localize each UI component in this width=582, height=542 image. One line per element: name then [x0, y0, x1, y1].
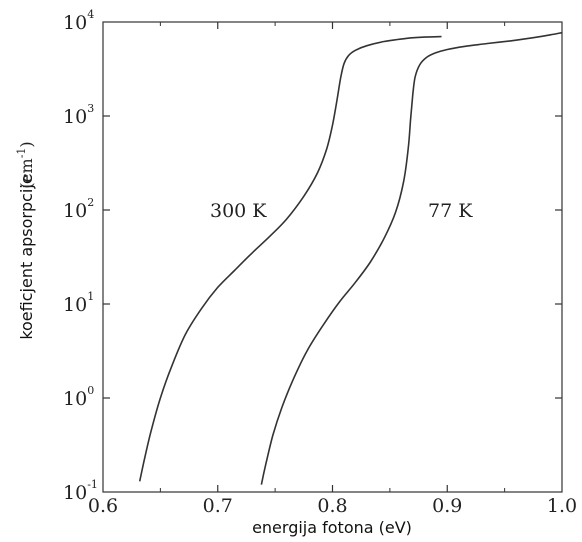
y-axis-title-group: koeficjent apsorpcije	[17, 174, 36, 339]
curve-label-77k: 77 K	[428, 200, 473, 222]
curve-300k	[138, 35, 442, 482]
y-ticks: 10-1 100 101 102 103 104	[63, 8, 562, 504]
x-axis-title: energija fotona (eV)	[252, 518, 412, 537]
y-axis-unit-close: )	[17, 141, 36, 147]
plot-frame	[102, 21, 563, 493]
y-tick-label: 103	[63, 102, 94, 128]
curve-label-300k: 300 K	[210, 200, 267, 222]
y-tick-label: 102	[63, 196, 94, 222]
y-axis-unit-group: (cm-1)	[15, 141, 36, 188]
curve-77k	[260, 31, 563, 485]
x-tick-label: 0.7	[203, 495, 233, 517]
y-axis-unit-exp: -1	[15, 148, 28, 159]
y-tick-label: 10-1	[63, 478, 98, 504]
y-tick-label: 101	[63, 290, 94, 316]
y-axis-unit-base: (cm	[17, 158, 36, 188]
x-tick-label: 0.8	[317, 495, 347, 517]
x-tick-label: 1.0	[547, 495, 577, 517]
y-tick-label: 100	[63, 384, 94, 410]
y-tick-label: 104	[63, 8, 94, 34]
x-tick-label: 0.9	[432, 495, 462, 517]
curves	[138, 31, 563, 485]
x-tick-label: 0.6	[88, 495, 118, 517]
y-axis-title: koeficjent apsorpcije	[17, 174, 36, 339]
y-axis-unit: (cm-1)	[15, 141, 36, 188]
x-ticks: 0.6 0.7 0.8 0.9 1.0	[88, 22, 577, 517]
